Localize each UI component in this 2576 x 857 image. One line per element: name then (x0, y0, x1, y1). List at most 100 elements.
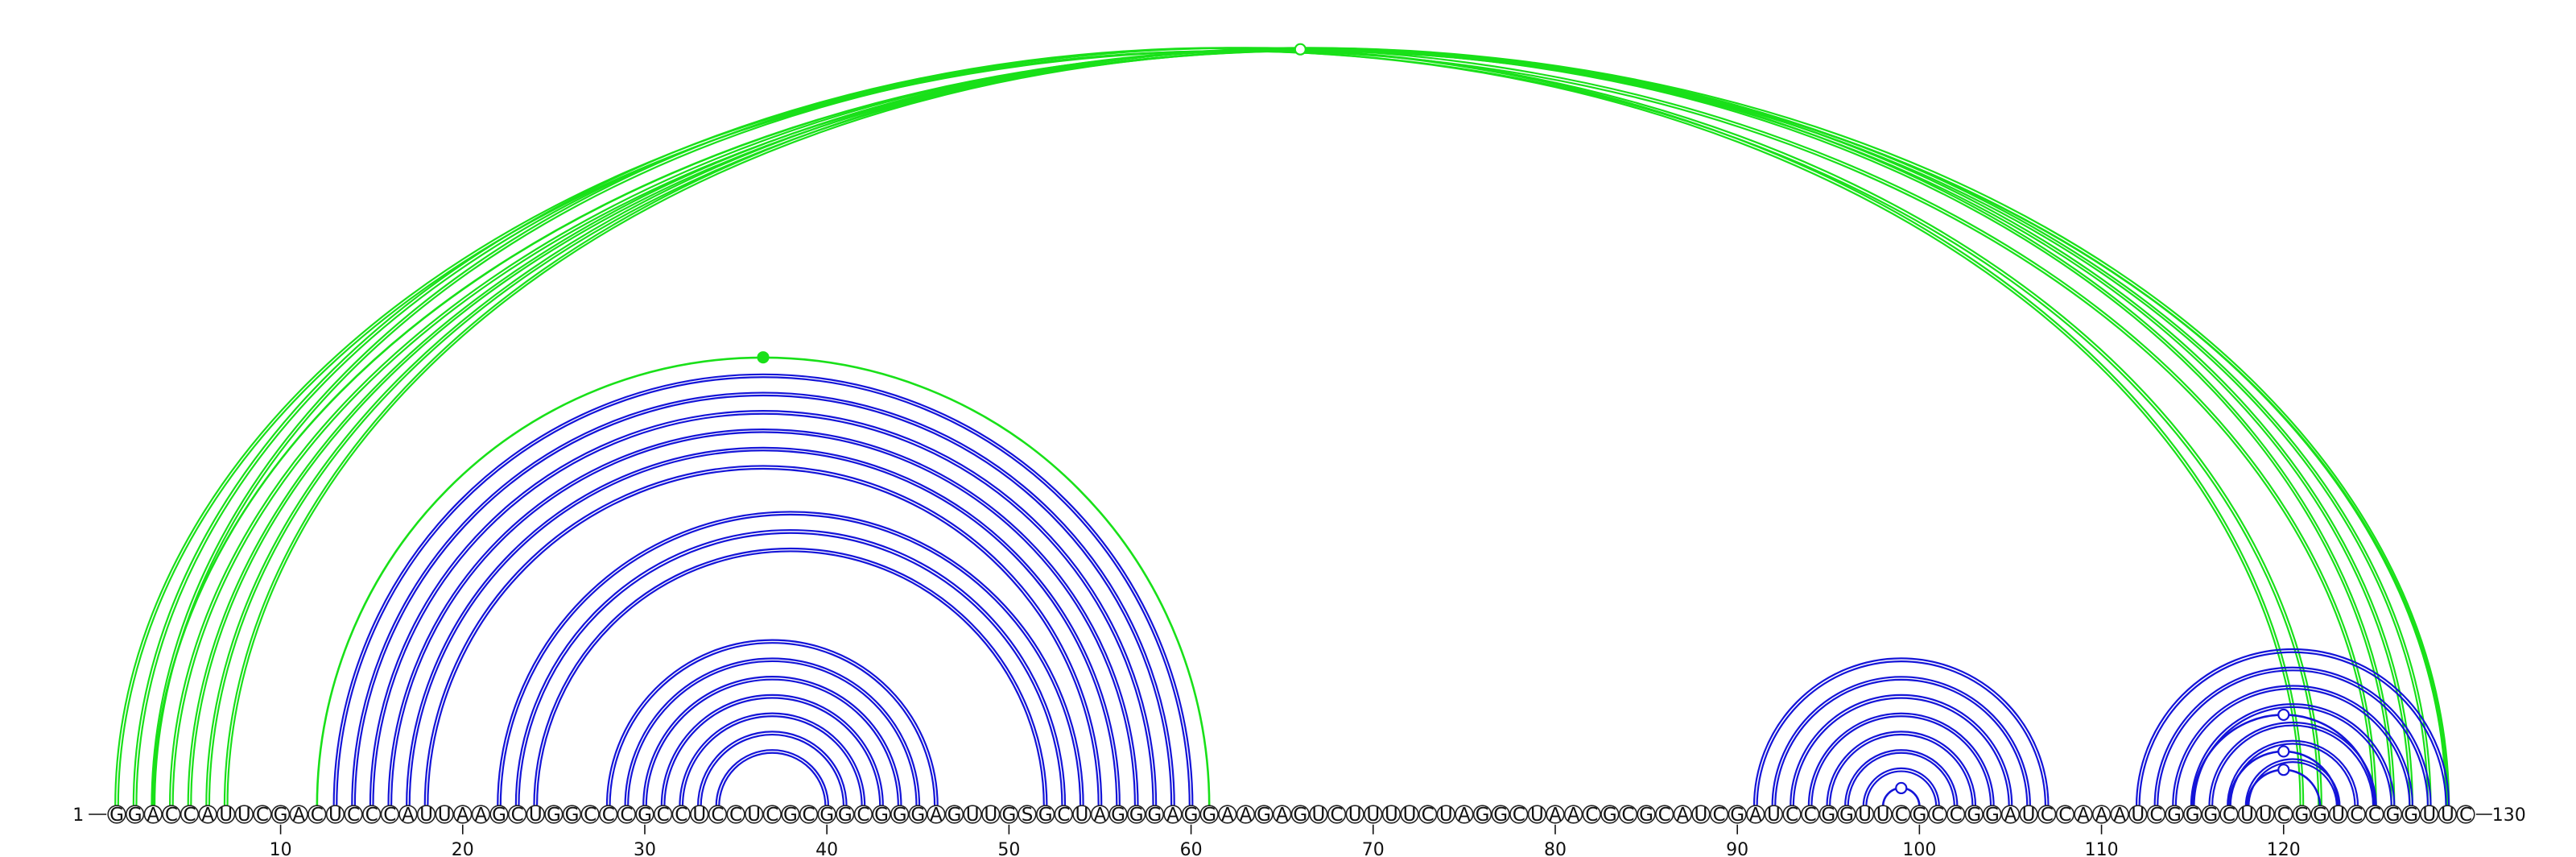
nucleotide-123: U (2329, 805, 2348, 826)
arc-strand-outer (351, 391, 1175, 807)
nucleotide-circle (1909, 805, 1929, 824)
arc-strand-inner (408, 449, 1118, 807)
nucleotide-circle (1418, 805, 1438, 824)
nucleotide-letter: G (1184, 805, 1199, 826)
nucleotide-letter: G (1839, 805, 1854, 826)
nucleotide-129: U (2438, 805, 2457, 826)
nucleotide-circle (2401, 805, 2421, 824)
nucleotide-letter: U (438, 805, 452, 826)
nucleotide-letter: C (857, 805, 869, 826)
tick-label: 100 (1902, 840, 1936, 857)
nucleotide-circle (908, 805, 927, 824)
nucleotide-letter: G (109, 805, 124, 826)
nucleotide-55: A (1090, 805, 1110, 826)
nucleotide-circle (1127, 805, 1146, 824)
nucleotide-circle (234, 805, 254, 824)
nucleotide-circle (2256, 805, 2275, 824)
nucleotide-circle (872, 805, 891, 824)
tick-30: 30 (634, 824, 656, 857)
nucleotide-letter: G (893, 805, 907, 826)
nucleotide-circle (1145, 805, 1164, 824)
nucleotide-letter: U (966, 805, 980, 826)
nucleotide-circle (1509, 805, 1529, 824)
nucleotide-circle (1618, 805, 1638, 824)
arc-strand-inner (718, 751, 827, 807)
arc-118-123 (2244, 758, 2341, 807)
arc-strand-outer (387, 428, 1139, 807)
nucleotide-circle (890, 805, 910, 824)
arc-strand-inner (518, 532, 1063, 807)
arc-strand-outer (715, 749, 830, 807)
nucleotide-42: C (853, 805, 873, 826)
arc-strand-outer (1771, 676, 2031, 807)
nucleotide-circle (1455, 805, 1474, 824)
nucleotide-circle (762, 805, 782, 824)
nucleotide-letter: A (1676, 805, 1689, 826)
arc-strand-outer (2208, 721, 2377, 807)
nucleotide-69: U (1345, 805, 1364, 826)
tick-label: 30 (634, 840, 656, 857)
nucleotide-114: G (2165, 805, 2184, 826)
nucleotide-letter: U (2240, 805, 2254, 826)
tick-label: 50 (997, 840, 1020, 857)
arc-strand-outer (2172, 685, 2414, 807)
arc-116-125 (2208, 721, 2377, 807)
nucleotide-letter: C (584, 805, 597, 826)
nucleotide-letter: C (2459, 805, 2472, 826)
nucleotide-circle (1818, 805, 1838, 824)
nucleotide-circle (1782, 805, 1802, 824)
nucleotide-letter: C (766, 805, 778, 826)
nucleotide-circle (1072, 805, 1092, 824)
nucleotide-letter: G (2203, 805, 2218, 826)
nucleotide-circle (836, 805, 855, 824)
nucleotide-circle (107, 805, 126, 824)
arc-strand-inner (609, 642, 936, 807)
arc-strand-outer (497, 511, 1084, 807)
nucleotide-18: U (416, 805, 436, 826)
nucleotide-83: G (1600, 805, 1620, 826)
nucleotide-11: A (289, 805, 308, 826)
nucleotide-circle (362, 805, 382, 824)
arc-14-59 (351, 391, 1175, 807)
arc-strand-outer (605, 639, 939, 807)
tick-10: 10 (270, 824, 292, 857)
nucleotide-circle (435, 805, 454, 824)
arc-3-129 (151, 48, 2449, 807)
nucleotide-letter: A (1567, 805, 1580, 826)
nucleotide-letter: C (1585, 805, 1598, 826)
base-pair-arcs (114, 47, 2450, 807)
arc-strand-outer (151, 47, 2305, 807)
arc-32-42 (679, 712, 866, 807)
arc-marker-open (2277, 708, 2290, 722)
nucleotide-circle (1837, 805, 1856, 824)
arc-15-58 (369, 410, 1158, 807)
tick-70: 70 (1362, 824, 1385, 857)
nucleotide-65: A (1273, 805, 1292, 826)
nucleotide-letter: A (2077, 805, 2090, 826)
nucleotide-letter: G (274, 805, 288, 826)
nucleotide-107: C (2037, 805, 2057, 826)
nucleotide-circle (1090, 805, 1110, 824)
arc-29-45 (624, 657, 921, 807)
arc-17-56 (406, 446, 1121, 807)
tick-110: 110 (2085, 824, 2119, 857)
nucleotide-letter: G (2386, 805, 2401, 826)
nucleotide-circle (981, 805, 1001, 824)
nucleotide-letter: A (147, 805, 159, 826)
nucleotide-letter: C (1931, 805, 1944, 826)
nucleotide-22: G (489, 805, 509, 826)
nucleotide-circle (2000, 805, 2021, 824)
nucleotide-letter: C (1785, 805, 1798, 826)
nucleotide-49: U (981, 805, 1001, 826)
nucleotide-letter: A (1094, 805, 1107, 826)
nucleotide-letter: G (1038, 805, 1053, 826)
nucleotide-124: C (2347, 805, 2366, 826)
nucleotide-2: G (126, 805, 145, 826)
nucleotide-100: G (1909, 805, 1929, 826)
tick-90: 90 (1726, 824, 1748, 857)
nucleotide-circle (198, 805, 217, 824)
nucleotide-45: G (908, 805, 927, 826)
arc-24-52 (533, 547, 1048, 807)
nucleotide-82: C (1582, 805, 1601, 826)
